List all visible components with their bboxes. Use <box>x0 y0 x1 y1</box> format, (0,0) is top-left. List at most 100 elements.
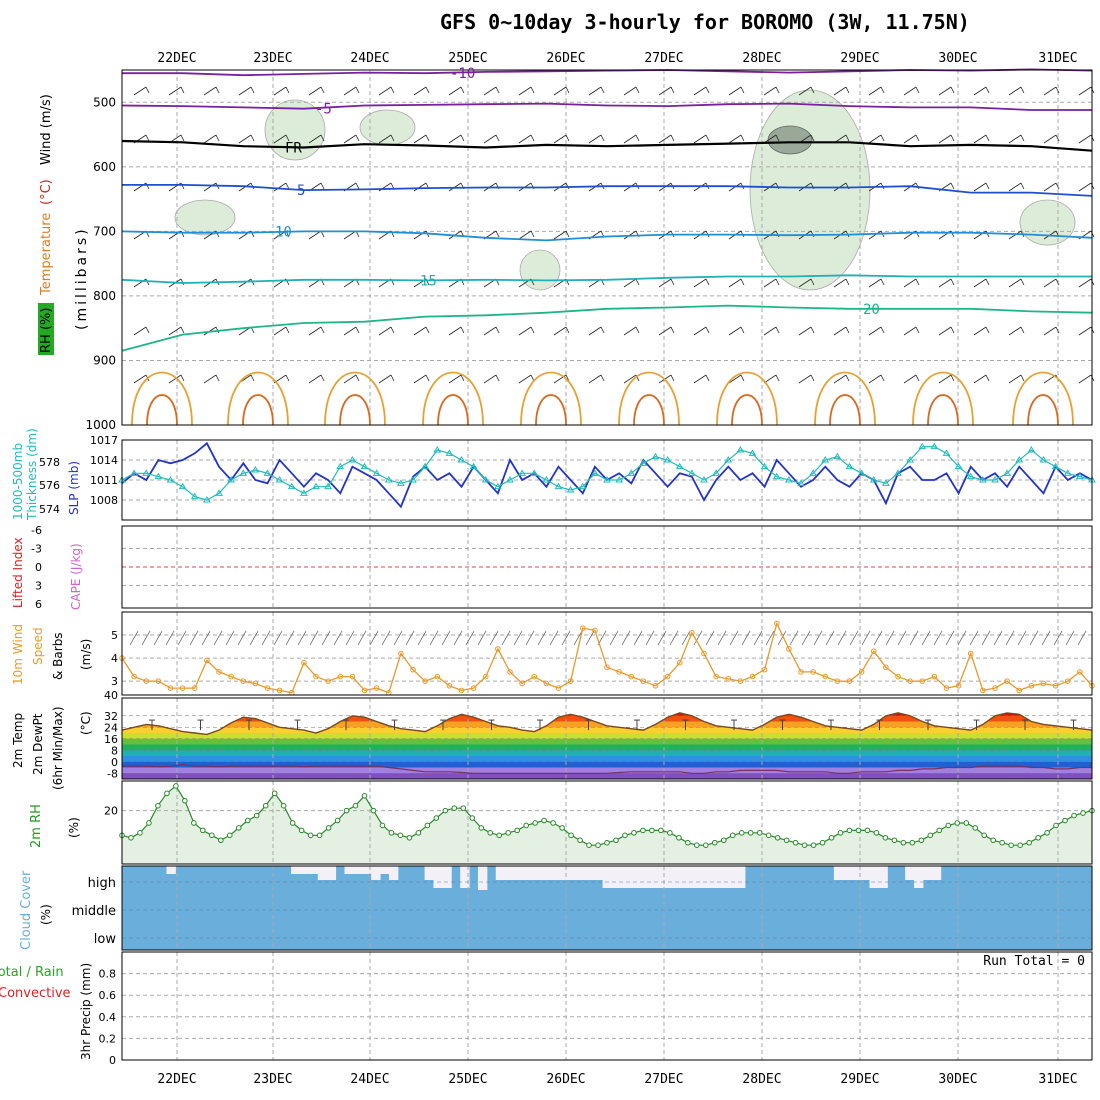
wind-barb <box>308 134 322 144</box>
wind-barb <box>565 326 570 334</box>
wind-barb <box>345 630 355 646</box>
cloud-gap <box>718 866 728 888</box>
wind-barb <box>765 630 775 646</box>
wind-speed-marker <box>191 685 198 691</box>
wind-barb <box>775 374 780 382</box>
wind-barb <box>845 86 850 94</box>
rh2m-marker <box>191 820 197 826</box>
wind-barb <box>168 374 182 384</box>
wind-barb <box>343 326 357 336</box>
wind-speed-marker <box>676 659 683 666</box>
wind-speed-marker <box>495 646 501 652</box>
wind-barb <box>1053 630 1063 646</box>
wind-barb <box>1020 86 1025 94</box>
wind-barb <box>657 630 667 646</box>
rh2m-marker <box>990 837 997 844</box>
thickness-marker <box>372 469 381 476</box>
wind-speed-marker <box>507 669 513 675</box>
pressure-tick-label: 800 <box>93 289 116 303</box>
wind-barb <box>798 326 812 336</box>
label-layer: 22DEC 22DEC 23DEC 23DEC 24DEC 24DEC 25DEC 25DEC… <box>0 51 1085 1087</box>
wind-barb <box>530 86 535 94</box>
rh2m-marker <box>711 839 718 846</box>
wind-barb <box>775 326 780 334</box>
wind-barb <box>915 326 920 334</box>
wind-speed-marker <box>446 682 453 689</box>
wind-barb <box>705 630 715 646</box>
wind-barb <box>378 326 392 336</box>
wind-barb <box>1055 86 1060 94</box>
wind-barb <box>813 630 823 646</box>
wind-speed-marker <box>361 687 368 694</box>
wind-barb <box>553 86 567 96</box>
wind-barb <box>465 630 475 646</box>
wind-barb <box>203 374 217 384</box>
rh2m-marker <box>352 802 359 809</box>
wind-barb <box>915 86 920 94</box>
panel-frame <box>121 525 1093 609</box>
wind-barb <box>868 134 882 144</box>
rh2m-marker <box>783 837 790 844</box>
convection-contour <box>131 371 193 426</box>
wind-speed-marker <box>531 673 538 680</box>
cloud-gap <box>851 866 862 880</box>
rh2m-marker <box>1017 842 1023 848</box>
wind-speed-marker <box>761 666 768 673</box>
cloud-axis-label: Cloud Cover <box>19 870 34 950</box>
rh2m-marker <box>900 839 907 846</box>
dewpoint-line <box>122 763 1092 774</box>
wind-barb <box>950 326 955 334</box>
rh-legend-swatch <box>38 303 54 355</box>
rh-contour-area <box>767 125 813 155</box>
rh2m-marker <box>361 793 368 799</box>
wind-barb <box>833 326 847 336</box>
wind-barb <box>273 630 283 646</box>
upper-air-axis-title: RH (%) Temperature (°C) Wind (m/s) <box>38 94 54 355</box>
wind-barb <box>250 86 255 94</box>
wind-speed-marker <box>786 646 792 652</box>
wind-barb <box>880 86 885 94</box>
rh2m-unit-title: (%) <box>67 817 81 838</box>
wind-barb <box>1078 86 1092 96</box>
rh2m-fill <box>122 785 1092 864</box>
wind-barb <box>1078 326 1092 336</box>
thickness-axis-label: 1000-500mb <box>11 443 25 520</box>
wind10m-axis-label: Speed <box>31 627 45 665</box>
thickness-marker <box>190 492 199 500</box>
wind-barb <box>950 374 955 382</box>
wind-barb <box>1043 182 1057 192</box>
rh2m-marker <box>128 834 134 841</box>
rh2m-marker <box>155 802 161 809</box>
wind-barb <box>1008 326 1022 336</box>
temp-tick-label: 32 <box>104 710 118 723</box>
wind-speed-marker <box>543 680 550 687</box>
grid-layer <box>122 70 1095 1060</box>
wind-tick-label: 40 <box>104 689 118 702</box>
rh2m-marker <box>873 830 880 836</box>
bottom-date-label: 24DEC <box>350 1072 389 1087</box>
wind-barb <box>588 86 602 96</box>
cloud-unit-label: (%) <box>39 904 53 925</box>
wind-barb <box>915 182 920 190</box>
wind-barb <box>845 278 850 286</box>
thickness-marker <box>1015 456 1024 463</box>
thickness-marker <box>336 462 345 470</box>
wind-barb <box>729 630 739 646</box>
lifted-tick-label: 0 <box>35 561 42 574</box>
thickness-marker <box>918 442 927 450</box>
wind-barb <box>518 374 532 384</box>
thickness-marker <box>178 482 187 490</box>
wind-barb <box>495 374 500 382</box>
wind-barb <box>950 278 955 286</box>
rh2m-marker <box>622 832 628 839</box>
wind-barb <box>273 86 287 96</box>
wind-barb <box>740 326 745 334</box>
wind-barb <box>950 182 955 190</box>
rh2m-marker <box>828 834 835 841</box>
thickness-marker <box>857 469 866 476</box>
slp-axis-title: SLP (mb) <box>67 461 81 515</box>
lifted-axis-title: Lifted Index <box>11 537 25 608</box>
cloud-gap <box>602 866 612 888</box>
temperature-band <box>122 715 1092 722</box>
rh2m-marker <box>415 830 422 836</box>
